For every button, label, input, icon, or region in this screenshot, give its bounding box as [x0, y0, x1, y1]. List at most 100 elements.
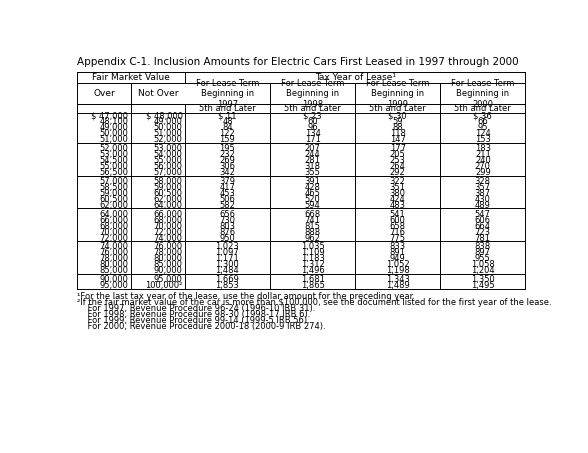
- Text: 1,035: 1,035: [300, 242, 325, 251]
- Text: 1,109: 1,109: [300, 248, 325, 257]
- Text: 465: 465: [305, 189, 320, 198]
- Text: Tax Year of Lease¹: Tax Year of Lease¹: [315, 73, 396, 82]
- Text: 5th and Later: 5th and Later: [455, 104, 511, 113]
- Text: 1,669: 1,669: [215, 275, 239, 284]
- Text: 962: 962: [305, 234, 320, 243]
- Text: 955: 955: [475, 254, 490, 263]
- Text: For Lease Term
Beginning in
1999: For Lease Term Beginning in 1999: [366, 79, 429, 109]
- Text: 270: 270: [475, 162, 491, 171]
- Text: $ 48,000: $ 48,000: [146, 111, 182, 120]
- Text: 56,500: 56,500: [99, 168, 128, 177]
- Text: 244: 244: [305, 150, 320, 159]
- Text: 49,000: 49,000: [153, 117, 182, 126]
- Text: 60: 60: [308, 117, 318, 126]
- Text: 430: 430: [475, 195, 491, 204]
- Text: 50,000: 50,000: [99, 130, 128, 139]
- Text: 781: 781: [475, 234, 491, 243]
- Text: 1,058: 1,058: [471, 260, 495, 269]
- Text: $ 47,000: $ 47,000: [91, 111, 128, 120]
- Text: 453: 453: [219, 189, 235, 198]
- Text: 5th and Later: 5th and Later: [199, 104, 256, 113]
- Text: 815: 815: [305, 222, 320, 231]
- Text: 664: 664: [475, 222, 491, 231]
- Text: 66,000: 66,000: [99, 216, 128, 225]
- Text: 76,000: 76,000: [99, 248, 128, 257]
- Text: 84: 84: [222, 123, 233, 132]
- Text: 424: 424: [390, 195, 406, 204]
- Text: 1,023: 1,023: [216, 242, 239, 251]
- Text: 264: 264: [390, 162, 406, 171]
- Text: 56,000: 56,000: [153, 162, 182, 171]
- Text: 949: 949: [390, 254, 406, 263]
- Text: 520: 520: [305, 195, 320, 204]
- Text: 52,000: 52,000: [99, 144, 128, 153]
- Text: 1,052: 1,052: [386, 260, 409, 269]
- Text: 55,000: 55,000: [153, 156, 182, 165]
- Text: 59,000: 59,000: [99, 189, 128, 198]
- Text: 1,343: 1,343: [386, 275, 410, 284]
- Text: 232: 232: [219, 150, 235, 159]
- Text: 483: 483: [390, 201, 406, 210]
- Text: Appendix C-1. Inclusion Amounts for Electric Cars First Leased in 1997 through 2: Appendix C-1. Inclusion Amounts for Elec…: [78, 57, 519, 67]
- Text: 322: 322: [390, 177, 406, 186]
- Text: 1,350: 1,350: [471, 275, 495, 284]
- Text: 207: 207: [305, 144, 320, 153]
- Text: 1,489: 1,489: [386, 281, 409, 290]
- Text: 253: 253: [390, 156, 406, 165]
- Text: 74,000: 74,000: [99, 242, 128, 251]
- Text: 95,000: 95,000: [153, 275, 182, 284]
- Text: 417: 417: [219, 183, 235, 192]
- Text: 741: 741: [305, 216, 320, 225]
- Text: 306: 306: [219, 162, 235, 171]
- Text: 52,000: 52,000: [153, 135, 182, 145]
- Text: $ 23: $ 23: [303, 111, 322, 120]
- Text: 147: 147: [390, 135, 406, 145]
- Text: Over: Over: [93, 89, 115, 98]
- Text: 183: 183: [475, 144, 491, 153]
- Text: 68,000: 68,000: [153, 216, 182, 225]
- Text: For Lease Term
Beginning in
2000: For Lease Term Beginning in 2000: [451, 79, 514, 109]
- Text: 62,000: 62,000: [99, 201, 128, 210]
- Text: $ 11: $ 11: [218, 111, 237, 120]
- Text: 53,000: 53,000: [99, 150, 128, 159]
- Text: 950: 950: [219, 234, 235, 243]
- Text: 95: 95: [477, 123, 488, 132]
- Text: 658: 658: [390, 222, 406, 231]
- Text: 95,000: 95,000: [99, 281, 128, 290]
- Text: 205: 205: [390, 150, 406, 159]
- Text: 64,000: 64,000: [99, 210, 128, 218]
- Text: 328: 328: [475, 177, 491, 186]
- Text: 656: 656: [219, 210, 235, 218]
- Text: 80,000: 80,000: [153, 254, 182, 263]
- Text: 240: 240: [475, 156, 490, 165]
- Text: 49,000: 49,000: [99, 123, 128, 132]
- Text: For Lease Term
Beginning in
1997: For Lease Term Beginning in 1997: [196, 79, 259, 109]
- Text: 72,000: 72,000: [153, 227, 182, 236]
- Text: 66: 66: [477, 117, 488, 126]
- Text: 80,000: 80,000: [99, 260, 128, 269]
- Text: 57,000: 57,000: [99, 177, 128, 186]
- Text: 1,171: 1,171: [216, 254, 239, 263]
- Text: 897: 897: [475, 248, 491, 257]
- Text: 1,496: 1,496: [300, 266, 325, 275]
- Text: 85,000: 85,000: [99, 266, 128, 275]
- Text: For 1998, Revenue Procedure 98-30 (1998-17 IRB 6).: For 1998, Revenue Procedure 98-30 (1998-…: [78, 310, 310, 319]
- Text: 58,000: 58,000: [153, 177, 182, 186]
- Text: 55,000: 55,000: [99, 162, 128, 171]
- Text: 730: 730: [219, 216, 235, 225]
- Text: 59: 59: [392, 117, 403, 126]
- Text: For 1997, Revenue Procedure 96-24 (1996-10 IRB 31).: For 1997, Revenue Procedure 96-24 (1996-…: [78, 304, 316, 313]
- Text: 541: 541: [390, 210, 406, 218]
- Text: 78,000: 78,000: [99, 254, 128, 263]
- Text: 60,500: 60,500: [153, 189, 182, 198]
- Text: 833: 833: [390, 242, 406, 251]
- Text: 48: 48: [222, 117, 233, 126]
- Text: 51,000: 51,000: [153, 130, 182, 139]
- Text: 391: 391: [305, 177, 320, 186]
- Text: 57,000: 57,000: [153, 168, 182, 177]
- Text: 85,000: 85,000: [153, 260, 182, 269]
- Text: 582: 582: [219, 201, 235, 210]
- Text: 54,000: 54,000: [153, 150, 182, 159]
- Text: 1,495: 1,495: [471, 281, 495, 290]
- Text: 357: 357: [475, 183, 491, 192]
